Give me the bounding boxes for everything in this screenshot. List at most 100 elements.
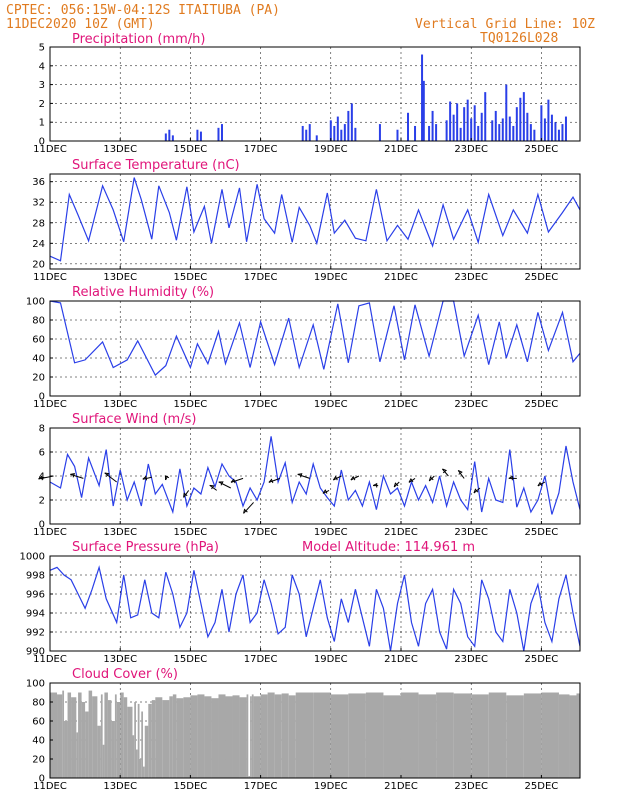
cloud-cover-area	[151, 700, 156, 778]
cloud-cover-area	[102, 744, 105, 778]
precip-xtick-label: 17DEC	[244, 144, 278, 155]
precipitation-bar	[220, 124, 223, 141]
precipitation-bar	[168, 129, 171, 141]
wind-xtick-label: 11DEC	[33, 527, 67, 538]
cloud-cover-area	[250, 696, 252, 778]
wind-arrow	[142, 476, 152, 480]
precipitation-bar	[505, 84, 508, 141]
temp-xtick-label: 15DEC	[174, 272, 208, 283]
precipitation-bar	[421, 54, 424, 141]
wind-ytick-label: 6	[39, 448, 45, 459]
temp-xtick-label: 21DEC	[384, 272, 418, 283]
pres-xtick-label: 19DEC	[314, 654, 348, 665]
precip-ytick-label: 1	[39, 118, 45, 129]
cloud-cover-area	[218, 694, 226, 778]
cloud-cover-area	[569, 695, 577, 778]
cloud-cover-area	[541, 692, 559, 778]
rh-xtick-label: 13DEC	[103, 399, 137, 410]
wind-ytick-label: 8	[39, 424, 45, 435]
cloud-cover-area	[281, 693, 289, 778]
cloud-cover-area	[260, 694, 268, 778]
pres-ytick-label: 994	[26, 609, 45, 620]
precipitation-bar	[463, 107, 466, 141]
wind-arrow	[243, 502, 254, 514]
cloud-ytick-label: 60	[32, 717, 45, 728]
cloud-cover-area	[506, 695, 524, 778]
pres-xtick-label: 25DEC	[525, 654, 559, 665]
cloud-cover-area	[253, 696, 261, 778]
cloud-ytick-label: 0	[39, 774, 45, 785]
pres-ytick-label: 992	[26, 628, 45, 639]
precipitation-bar	[305, 129, 308, 141]
wind-arrow-head	[537, 481, 543, 487]
wind-arrow-head	[442, 468, 448, 474]
cloud-cover-area	[418, 694, 437, 778]
wind-arrow-head	[350, 475, 356, 481]
wind-arrow-head	[508, 475, 513, 481]
cloud-cover-area	[62, 690, 65, 778]
precipitation-bar	[508, 116, 511, 141]
cloud-cover-area	[111, 721, 115, 778]
wind-arrow-head	[243, 508, 248, 514]
precipitation-bar	[456, 103, 459, 141]
wind-arrow	[230, 477, 244, 483]
temp-series-line	[49, 177, 581, 262]
wind-title: Surface Wind (m/s)	[72, 412, 196, 427]
precip-xtick-label: 11DEC	[33, 144, 67, 155]
cloud-xtick-label: 25DEC	[525, 781, 559, 792]
wind-arrow	[537, 481, 546, 487]
precipitation-bar	[498, 124, 501, 141]
rh-xtick-label: 21DEC	[384, 399, 418, 410]
cloud-cover-area	[134, 702, 136, 778]
precip-ytick-label: 5	[39, 43, 45, 54]
precipitation-bar	[564, 116, 567, 141]
wind-arrow	[218, 481, 231, 489]
pres-frame	[49, 555, 581, 652]
wind-arrow	[70, 473, 84, 479]
precipitation-bar	[459, 127, 462, 141]
cloud-cover-area	[239, 697, 247, 778]
precipitation-bar	[473, 105, 476, 141]
precipitation-title: Precipitation (mm/h)	[72, 32, 205, 47]
wind-arrow-head	[332, 475, 338, 481]
cloud-ytick-label: 20	[32, 755, 45, 766]
wind-arrow	[457, 470, 465, 479]
wind-arrow	[333, 475, 342, 481]
precipitation-bar	[378, 124, 381, 141]
rh-ytick-label: 100	[26, 297, 45, 308]
rh-ytick-label: 20	[32, 373, 45, 384]
cloud-cover-area	[85, 711, 89, 778]
wind-xtick-label: 23DEC	[454, 527, 488, 538]
model-altitude: Model Altitude: 114.961 m	[302, 540, 475, 555]
precip-xtick-label: 15DEC	[174, 144, 208, 155]
cloud-cover-area	[107, 700, 112, 778]
temperature-title: Surface Temperature (nC)	[72, 158, 240, 173]
precip-xtick-label: 23DEC	[454, 144, 488, 155]
cloud-xtick-label: 11DEC	[33, 781, 67, 792]
rh-ytick-label: 80	[32, 316, 45, 327]
rh-ytick-label: 40	[32, 354, 45, 365]
precip-xtick-label: 13DEC	[103, 144, 137, 155]
temp-xtick-label: 25DEC	[525, 272, 559, 283]
cloud-cover-area	[183, 697, 191, 778]
precipitation-bar	[396, 129, 399, 141]
precipitation-bar	[414, 125, 417, 141]
cloud-cover-area	[67, 692, 72, 778]
cloud-cover-area	[120, 692, 124, 778]
cloud-cover-area	[155, 697, 163, 778]
wind-arrow	[38, 475, 54, 480]
rh-ytick-label: 0	[39, 392, 45, 403]
wind-arrow-head	[183, 492, 188, 498]
pres-xtick-label: 23DEC	[454, 654, 488, 665]
cloud-cover-area	[246, 694, 249, 778]
precip-xtick-label: 21DEC	[384, 144, 418, 155]
cloud-cover-area	[88, 690, 93, 778]
precipitation-bar	[196, 129, 199, 141]
precipitation-bar	[561, 124, 564, 141]
cloud-cover-area	[76, 732, 79, 778]
pres-ytick-label: 990	[26, 647, 45, 658]
cloud-cover-area	[71, 697, 77, 778]
cloud-cover-area	[104, 692, 108, 778]
rh-xtick-label: 25DEC	[525, 399, 559, 410]
pres-xtick-label: 15DEC	[174, 654, 208, 665]
